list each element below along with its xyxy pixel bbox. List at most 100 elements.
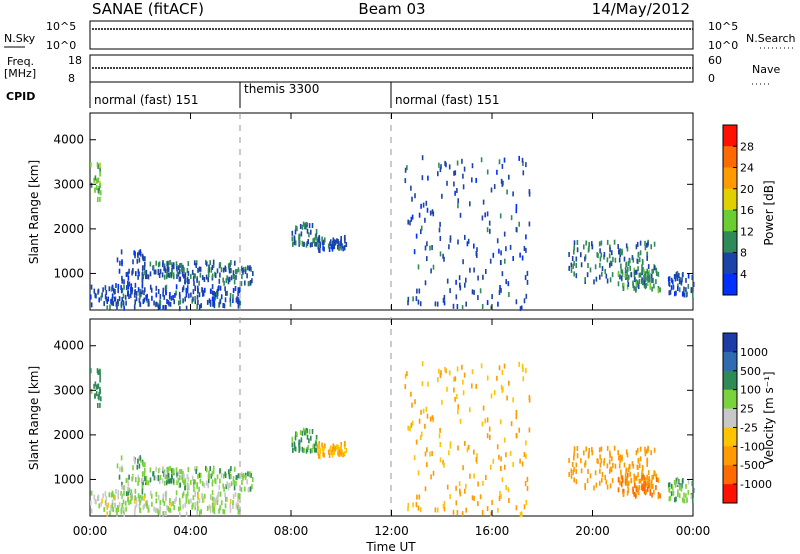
data-cell — [633, 491, 635, 497]
data-cell — [619, 274, 621, 280]
data-cell — [568, 252, 570, 257]
data-cell — [171, 262, 173, 268]
data-cell — [332, 443, 335, 449]
data-cell — [441, 193, 443, 199]
data-cell — [150, 493, 153, 499]
data-cell — [105, 296, 108, 302]
data-cell — [611, 456, 613, 462]
data-cell — [236, 475, 238, 481]
data-cell — [110, 504, 112, 510]
data-cell — [317, 244, 320, 250]
data-cell — [586, 478, 589, 484]
data-cell — [525, 234, 527, 240]
data-cell — [626, 284, 629, 290]
data-cell — [115, 283, 117, 288]
data-cell — [490, 305, 492, 311]
data-cell — [510, 215, 513, 221]
data-cell — [127, 481, 130, 487]
data-cell — [109, 304, 111, 310]
data-cell — [475, 457, 478, 463]
data-cell — [164, 472, 166, 478]
data-cell — [192, 502, 194, 508]
data-cell — [609, 262, 611, 268]
data-cell — [625, 273, 627, 279]
data-cell — [649, 488, 652, 494]
data-cell — [176, 472, 178, 478]
data-cell — [486, 375, 489, 381]
data-cell — [134, 289, 136, 295]
data-cell — [147, 504, 150, 510]
data-cell — [175, 261, 178, 267]
data-cell — [442, 459, 444, 465]
data-cell — [410, 391, 412, 397]
data-cell — [629, 464, 631, 470]
data-cell — [298, 237, 300, 243]
data-cell — [184, 502, 186, 508]
y-tick-label: 1000 — [53, 266, 84, 280]
data-cell — [105, 290, 108, 295]
data-cell — [293, 441, 296, 447]
data-cell — [173, 299, 175, 305]
data-cell — [411, 214, 414, 220]
data-cell — [643, 282, 646, 288]
data-cell — [141, 489, 144, 495]
data-cell — [448, 244, 450, 250]
data-cell — [225, 278, 228, 284]
data-cell — [107, 296, 109, 302]
data-cell — [426, 413, 429, 419]
data-cell — [520, 511, 523, 517]
data-cell — [111, 506, 113, 512]
data-cell — [457, 404, 459, 410]
data-cell — [672, 490, 675, 496]
data-cell — [108, 286, 111, 292]
data-cell — [311, 242, 313, 247]
data-cell — [344, 444, 346, 450]
data-cell — [442, 297, 445, 303]
data-cell — [159, 294, 162, 299]
data-cell — [456, 366, 459, 372]
data-cell — [330, 239, 332, 245]
data-cell — [159, 474, 162, 480]
data-cell — [130, 494, 132, 500]
data-cell — [525, 499, 528, 505]
data-cell — [644, 451, 647, 457]
data-cell — [247, 471, 249, 477]
data-cell — [603, 458, 606, 463]
data-cell — [331, 452, 334, 458]
data-cell — [244, 486, 246, 492]
data-cell — [117, 489, 120, 495]
data-cell — [340, 451, 342, 457]
data-cell — [90, 368, 92, 374]
data-cell — [448, 370, 451, 376]
data-cell — [636, 280, 639, 286]
data-cell — [424, 280, 427, 286]
data-cell — [300, 231, 303, 237]
data-cell — [499, 285, 501, 290]
data-cell — [438, 227, 441, 233]
data-cell — [127, 275, 130, 281]
data-cell — [410, 422, 413, 428]
data-cell — [473, 267, 475, 273]
data-cell — [591, 241, 593, 247]
data-cell — [618, 249, 620, 255]
data-cell — [194, 505, 197, 511]
data-cell — [588, 242, 590, 247]
x-tick-label: 04:00 — [173, 524, 208, 538]
data-cell — [173, 505, 175, 511]
data-cell — [98, 163, 100, 169]
data-cell — [525, 247, 527, 253]
data-cell — [234, 492, 237, 497]
data-cell — [500, 493, 502, 499]
data-cell — [223, 486, 225, 492]
data-cell — [301, 430, 304, 436]
data-cell — [501, 369, 504, 375]
data-cell — [211, 490, 214, 496]
data-cell — [311, 429, 314, 434]
data-cell — [610, 467, 613, 473]
data-cell — [668, 280, 670, 286]
data-cell — [133, 250, 135, 256]
data-cell — [617, 476, 620, 482]
data-cell — [134, 495, 136, 501]
data-cell — [426, 447, 428, 453]
data-cell — [523, 504, 526, 510]
